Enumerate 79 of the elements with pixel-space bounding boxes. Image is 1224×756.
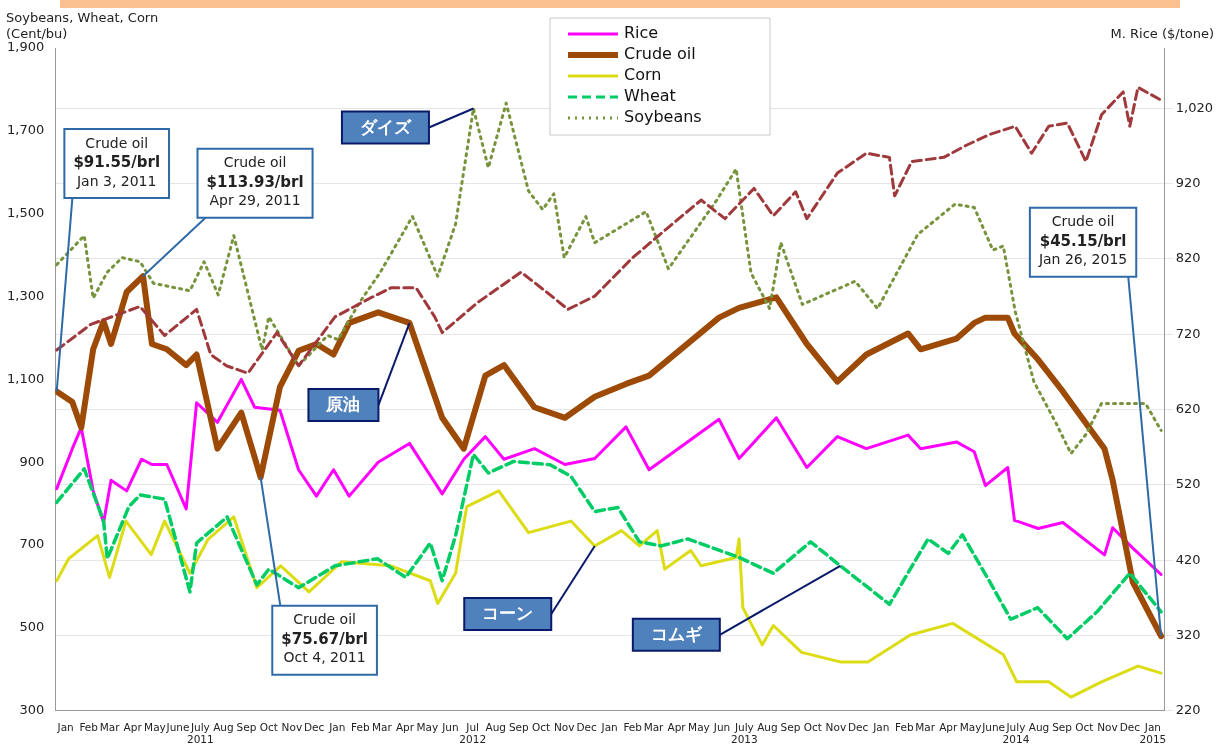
x-tick-label: Sep [1052,720,1073,733]
y-tick-label: 500 [19,619,45,635]
y-tick-label: 1,700 [7,122,45,138]
x-tick-label: Sep [780,720,801,733]
x-tick-label: Dec [576,720,597,733]
x-tick-label: Jan [328,720,346,733]
x-tick-label: Aug [757,720,778,733]
y-tick-label: 1,500 [7,205,45,221]
y2-tick-label: 520 [1175,476,1201,492]
x-tick-label: Dec [1119,720,1141,733]
x-tick-label: Aug [1028,720,1050,733]
x-tick-label: Oct [532,720,551,733]
x-tick-label: July 2013 [730,720,758,746]
y-tick-label: 900 [19,453,45,469]
legend-label: Wheat [624,86,676,106]
y-tick-label: 1,300 [7,287,45,303]
x-tick-label: Nov [825,720,847,733]
x-tick-label: Jan [872,720,890,733]
y2-tick-label: 920 [1175,174,1201,190]
legend-label: Soybeans [624,107,702,127]
x-tick-label: Jun [441,720,459,733]
x-tick-label: Apr [939,720,958,733]
x-tick-label: Jun [712,720,731,733]
legend-label: Rice [624,23,659,43]
annotation: 原油 [325,394,361,415]
annotation: コーン [482,603,534,624]
y2-tick-label: 1,020 [1175,99,1213,115]
x-tick-label: Aug [485,720,507,733]
x-tick-label: Nov [281,720,303,733]
x-tick-label: May [144,720,166,733]
x-tick-label: Jan [600,720,618,733]
y2-tick-label: 820 [1175,250,1201,266]
x-tick-label: May [959,720,982,733]
x-tick-label: Oct [803,720,822,733]
annotation: Crude oil $75.67/brl Oct 4, 2011 [281,611,368,666]
x-tick-label: Sep [508,720,530,733]
x-tick-label: Apr [667,720,687,733]
annotation: Crude oil $113.93/brl Apr 29, 2011 [206,154,304,209]
x-tick-label: June [165,720,190,733]
x-tick-label: Mar [372,720,393,733]
x-tick-label: Mar [915,720,936,733]
x-tick-label: Feb [79,720,99,733]
x-tick-label: Dec [304,720,325,733]
legend-label: Crude oil [624,44,696,64]
y2-tick-label: 620 [1175,400,1201,416]
annotation: ダイズ [359,116,412,137]
annotation: Crude oil $45.15/brl Jan 26, 2015 [1037,213,1128,268]
x-tick-label: Mar [643,720,665,733]
x-tick-label: Nov [553,720,575,733]
x-tick-label: Oct [1075,720,1094,733]
x-tick-label: Jan 2015 [1139,720,1167,746]
x-tick-label: Apr [395,720,415,733]
y2-tick-label: 220 [1175,702,1201,718]
y-tick-label: 1,900 [7,39,45,55]
y2-tick-label: 320 [1175,626,1201,642]
x-tick-label: Feb [623,720,643,733]
y-tick-label: 1,100 [7,370,45,386]
annotation: Crude oil $91.55/brl Jan 3, 2011 [73,134,161,189]
x-tick-label: Apr [123,720,143,733]
y2-tick-label: 720 [1175,325,1201,341]
x-tick-label: Nov [1097,720,1118,733]
y-tick-label: 700 [19,536,45,552]
x-tick-label: Jan [56,720,74,733]
x-tick-label: Oct [259,720,278,733]
x-tick-label: May [688,720,710,733]
x-tick-label: May [416,720,439,733]
x-tick-label: Feb [351,720,370,733]
y2-tick-label: 420 [1175,551,1201,567]
y-axis-title: Soybeans, Wheat, Corn (Cent/bu) [6,10,159,42]
y-tick-label: 300 [19,702,45,718]
x-tick-label: Mar [99,720,121,733]
annotation: コムギ [650,624,703,645]
x-tick-label: Feb [895,720,914,733]
x-tick-label: Aug [213,720,234,733]
x-tick-label: June [981,720,1006,733]
x-tick-label: Sep [236,720,257,733]
legend-label: Corn [624,65,662,85]
x-tick-label: Dec [848,720,869,733]
y2-axis-title: M. Rice ($/tone) [1110,26,1214,42]
